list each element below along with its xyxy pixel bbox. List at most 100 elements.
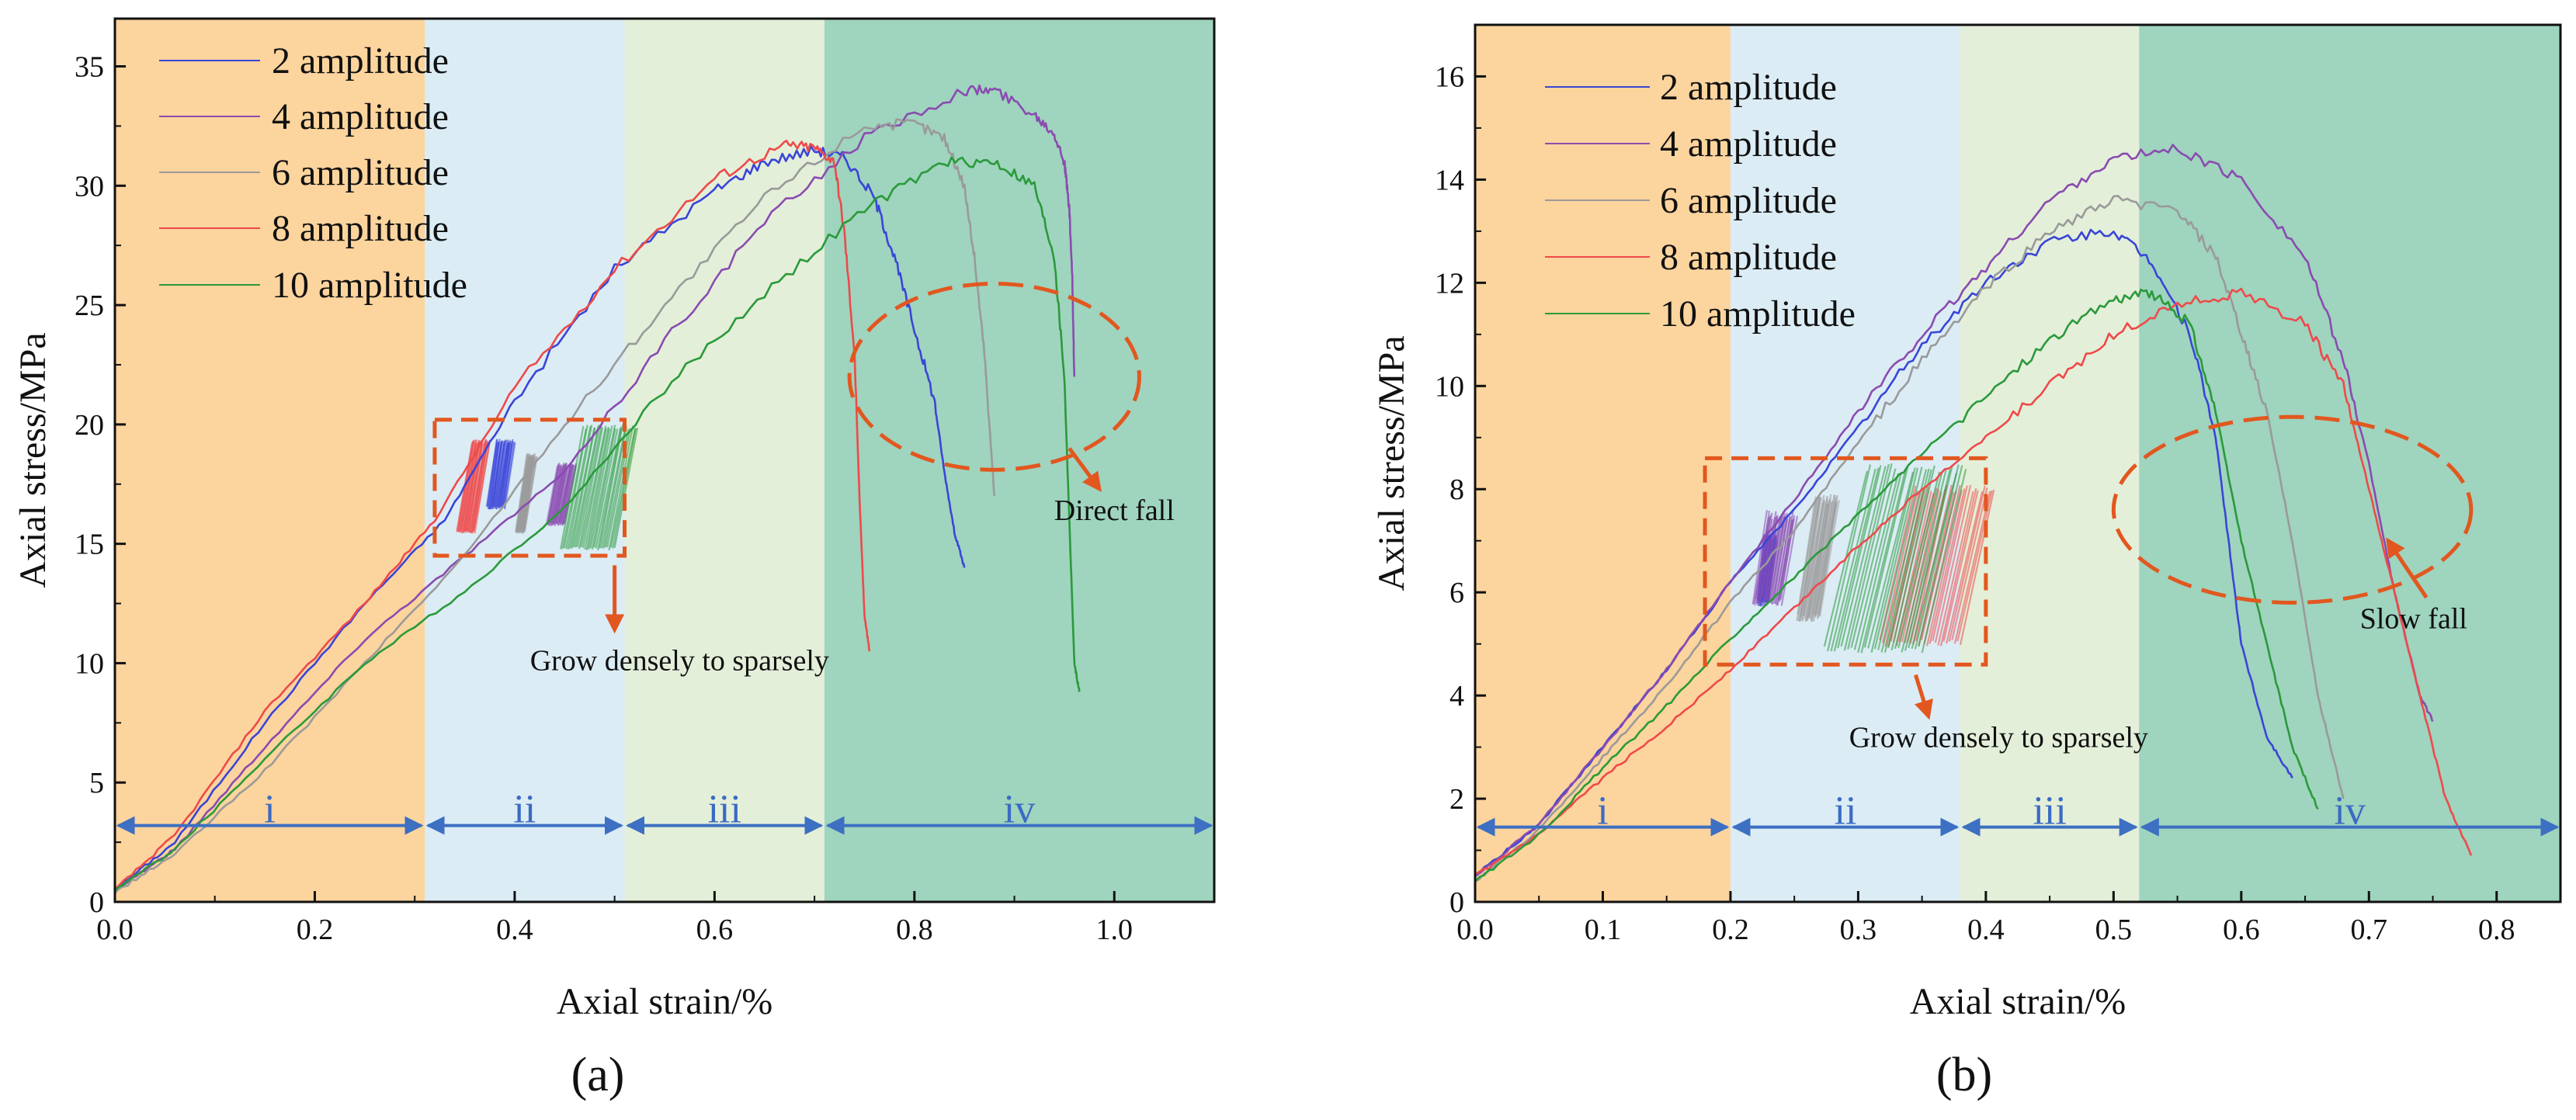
x-tick-label: 0.6 (2223, 914, 2260, 946)
stage-label-iii: iii (708, 788, 741, 832)
fatigue-loop-line (1774, 516, 1791, 605)
stage-bands (115, 19, 1214, 902)
fatigue-loop-line (595, 427, 622, 549)
series-line-4 (1475, 287, 2473, 876)
x-tick-label: 0.3 (1840, 914, 1877, 946)
y-tick-label: 2 (1449, 783, 1464, 816)
stage-label-iv: iv (1004, 788, 1035, 832)
y-tick-labels: 0 2 4 6 8 10 12 14 16 (1435, 61, 1464, 919)
fatigue-loop-line (1863, 466, 1909, 648)
series-line-1 (115, 145, 966, 892)
series-line-2 (1475, 144, 2434, 876)
x-tick-label: 0.5 (2095, 914, 2133, 946)
legend-label: 10 amplitude (1660, 293, 1856, 335)
fatigue-loop-line (474, 442, 491, 534)
y-tick-label: 20 (75, 409, 104, 442)
legend-label: 2 amplitude (1660, 67, 1837, 108)
fatigue-loop-line (1772, 515, 1789, 601)
fatigue-loop-line (1901, 469, 1947, 653)
fatigue-loop-line (576, 425, 602, 548)
fatigue-loop-line (1948, 485, 1986, 642)
fatigue-loop-line (584, 426, 609, 550)
fatigue-loop-line (1880, 469, 1928, 653)
x-tick-label: 0.1 (1585, 914, 1622, 946)
legend-label: 2 amplitude (272, 40, 449, 81)
box-annotation-label: Grow densely to sparsely (1849, 722, 2148, 754)
fatigue-loop-line (1946, 491, 1984, 644)
fatigue-loop-line (1833, 467, 1880, 652)
y-tick-label: 12 (1435, 267, 1464, 300)
fatigue-loop-line (608, 425, 634, 551)
fatigue-loop-line (1757, 512, 1773, 603)
stage-label-ii: ii (1835, 789, 1857, 834)
fatigue-loop-line (1779, 515, 1796, 600)
y-tick-label: 0 (89, 886, 104, 919)
fall-annotation-label: Direct fall (1054, 494, 1175, 527)
fatigue-loop-line (523, 456, 538, 532)
panel-label: (a) (571, 1049, 625, 1101)
fatigue-loop-line (502, 439, 514, 507)
fatigue-loop-line (1815, 494, 1837, 615)
axis-ticks (1474, 75, 2561, 903)
fatigue-loop-line (587, 425, 613, 550)
fatigue-loop-line (1942, 490, 1979, 642)
fatigue-loop-line (1877, 466, 1923, 650)
stage-band-ii (1730, 25, 1960, 902)
y-tick-label: 14 (1435, 164, 1464, 196)
fatigue-loop-line (1956, 490, 1993, 642)
stage-label-ii: ii (513, 788, 536, 832)
stage-band-i (115, 19, 425, 902)
stage-labels: i ii iii iv (264, 788, 1035, 832)
plot-frame (1474, 23, 2562, 903)
stage-band-iii (624, 19, 825, 902)
fatigue-loop-line (589, 425, 616, 549)
x-tick-labels: 0.0 0.1 0.2 0.3 0.4 0.5 0.6 0.7 0.8 (1456, 914, 2515, 946)
stage-labels: i ii iii iv (1597, 789, 2366, 834)
y-tick-label: 6 (1449, 577, 1464, 609)
fatigue-loop-line (563, 425, 588, 549)
fatigue-loop-line (1959, 489, 1995, 646)
fatigue-loop-line (1870, 467, 1916, 653)
fall-arrow (2386, 537, 2428, 599)
fatigue-loop-line (1797, 496, 1817, 615)
fatigue-loop-line (1850, 468, 1897, 648)
dense-region-box (432, 418, 627, 558)
stage-band-iv (2139, 25, 2560, 902)
x-tick-label: 0.0 (1456, 914, 1494, 946)
fatigue-loop-line (465, 442, 483, 532)
fatigue-loop-line (1827, 464, 1872, 652)
fatigue-loop-line (596, 427, 623, 551)
legend: 2 amplitude 4 amplitude 6 amplitude 8 am… (159, 40, 467, 306)
fatigue-loop-line (582, 428, 607, 548)
x-tick-labels: 0.0 0.2 0.4 0.6 0.8 1.0 (96, 914, 1133, 946)
legend-label: 6 amplitude (1660, 180, 1837, 221)
fatigue-loop-line (565, 425, 592, 550)
fatigue-loop-line (1830, 468, 1876, 652)
fatigue-loop-line (1809, 500, 1830, 620)
fatigue-loop-line (1887, 469, 1932, 648)
fatigue-loop-line (1762, 515, 1779, 603)
fatigue-loop-line (561, 463, 574, 525)
annotations: Grow densely to sparsely Slow fall (1703, 414, 2474, 754)
x-tick-label: 0.8 (896, 914, 933, 946)
fatigue-loop-line (1818, 500, 1840, 617)
x-tick-label: 0.7 (2351, 914, 2388, 946)
fatigue-loop-line (1804, 499, 1825, 622)
y-tick-label: 10 (75, 647, 104, 680)
x-axis-title: Axial strain/% (1910, 981, 2126, 1022)
fatigue-loop-line (580, 425, 607, 547)
y-axis-title: Axial stress/MPa (1371, 335, 1412, 591)
fatigue-loop-line (1867, 471, 1915, 649)
fatigue-loop-line (1881, 491, 1919, 643)
fatigue-loop-line (1777, 511, 1794, 601)
fatigue-loop-line (591, 428, 616, 550)
fatigue-loop-line (1934, 484, 1972, 643)
x-tick-label: 0.0 (96, 914, 134, 946)
fatigue-loop-line (503, 441, 516, 508)
fatigue-loop-line (1897, 471, 1943, 649)
fatigue-loop-line (1918, 465, 1963, 647)
fall-region-ellipse (847, 281, 1141, 472)
stage-band-iv (824, 19, 1214, 902)
fatigue-loop-line (1811, 494, 1832, 615)
